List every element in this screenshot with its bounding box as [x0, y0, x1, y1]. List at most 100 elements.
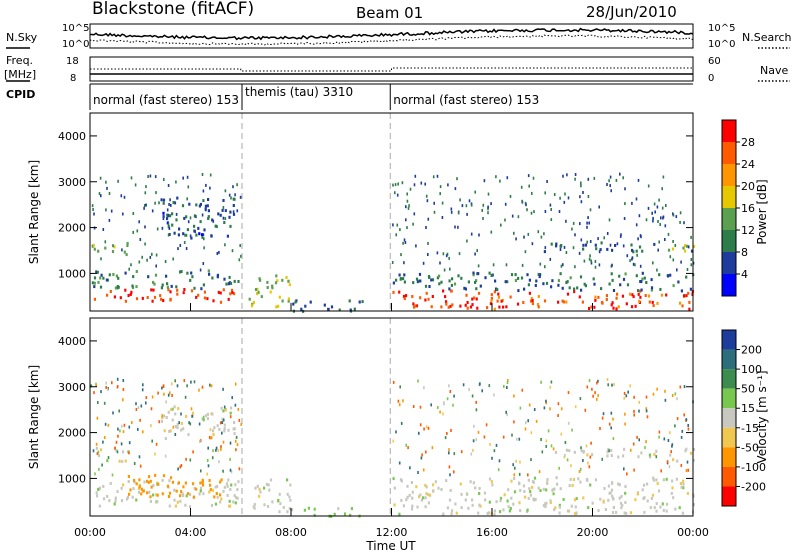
cell: [258, 277, 261, 281]
cell: [445, 254, 448, 258]
cell: [541, 450, 544, 454]
cell: [230, 406, 233, 410]
cell: [563, 200, 566, 204]
cell: [348, 299, 351, 303]
cell: [99, 285, 103, 289]
cell: [141, 255, 143, 259]
cell: [565, 300, 568, 304]
cell: [278, 295, 281, 299]
cell: [525, 203, 527, 207]
cell: [211, 488, 214, 492]
cell: [116, 450, 119, 454]
cell: [558, 466, 560, 470]
cell: [477, 272, 480, 276]
cell: [93, 297, 96, 301]
cell: [669, 431, 671, 435]
cell: [527, 419, 529, 423]
cell: [533, 210, 535, 214]
cell: [97, 280, 100, 284]
cell: [670, 450, 672, 454]
cell: [472, 448, 474, 452]
cell: [567, 391, 570, 395]
cell: [574, 405, 577, 409]
cell: [483, 179, 486, 183]
cell: [475, 297, 478, 301]
cell: [391, 261, 394, 264]
cell: [503, 493, 506, 497]
freq-tick-right-0: 0: [708, 73, 714, 84]
cell: [211, 218, 214, 222]
cell: [550, 242, 553, 246]
cell: [161, 386, 163, 390]
cell: [632, 250, 635, 254]
cell: [271, 286, 274, 290]
cell: [424, 505, 427, 509]
cell: [173, 498, 176, 502]
cell: [230, 483, 233, 487]
freq-tick-left-18: 18: [66, 56, 79, 67]
cell: [612, 306, 615, 310]
y-tick-label: 4000: [58, 335, 86, 348]
cell: [140, 487, 143, 491]
cell: [448, 451, 450, 455]
cell: [147, 175, 149, 178]
cell: [157, 391, 159, 395]
cell: [439, 192, 441, 196]
cell: [436, 276, 439, 280]
cell: [459, 482, 462, 486]
cell: [167, 233, 170, 237]
cell: [93, 212, 95, 216]
cell: [612, 289, 616, 292]
cell: [604, 508, 607, 511]
cell: [515, 459, 517, 463]
cell: [645, 409, 648, 413]
cell: [643, 276, 646, 280]
cell: [123, 195, 126, 199]
cell: [392, 380, 395, 384]
cell: [584, 284, 587, 288]
cell: [405, 218, 407, 222]
cell: [394, 191, 396, 195]
cell: [449, 267, 451, 271]
cell: [687, 427, 690, 431]
cell: [663, 437, 666, 441]
cell: [167, 222, 170, 226]
cell: [282, 506, 285, 509]
cell: [633, 409, 635, 413]
cell: [162, 211, 165, 215]
cell: [679, 301, 682, 305]
cell: [161, 283, 164, 287]
cell: [189, 458, 192, 462]
cell: [681, 429, 684, 433]
cell: [646, 482, 649, 486]
cell: [166, 208, 169, 212]
cell: [493, 512, 496, 516]
cell: [473, 296, 476, 300]
cell: [137, 487, 140, 491]
cell: [636, 492, 639, 496]
cell: [545, 401, 548, 405]
cell: [652, 219, 654, 223]
cell: [91, 204, 94, 208]
cell: [504, 202, 507, 206]
cell: [530, 297, 533, 300]
cell: [662, 175, 665, 179]
cell: [281, 278, 284, 282]
cell: [91, 281, 94, 285]
cell: [216, 485, 219, 488]
cell: [185, 215, 188, 219]
cell: [219, 421, 222, 425]
cell: [523, 490, 526, 493]
cpid-label: CPID: [6, 88, 35, 101]
cell: [170, 284, 173, 288]
cell: [406, 484, 409, 488]
cell: [559, 196, 561, 200]
cell: [553, 487, 556, 491]
x-axis-label: Time UT: [365, 539, 416, 553]
cell: [509, 194, 512, 198]
nave-trace: [90, 67, 693, 72]
cell: [641, 249, 644, 253]
cell: [397, 399, 400, 403]
cell: [400, 498, 403, 502]
cell: [574, 177, 576, 181]
